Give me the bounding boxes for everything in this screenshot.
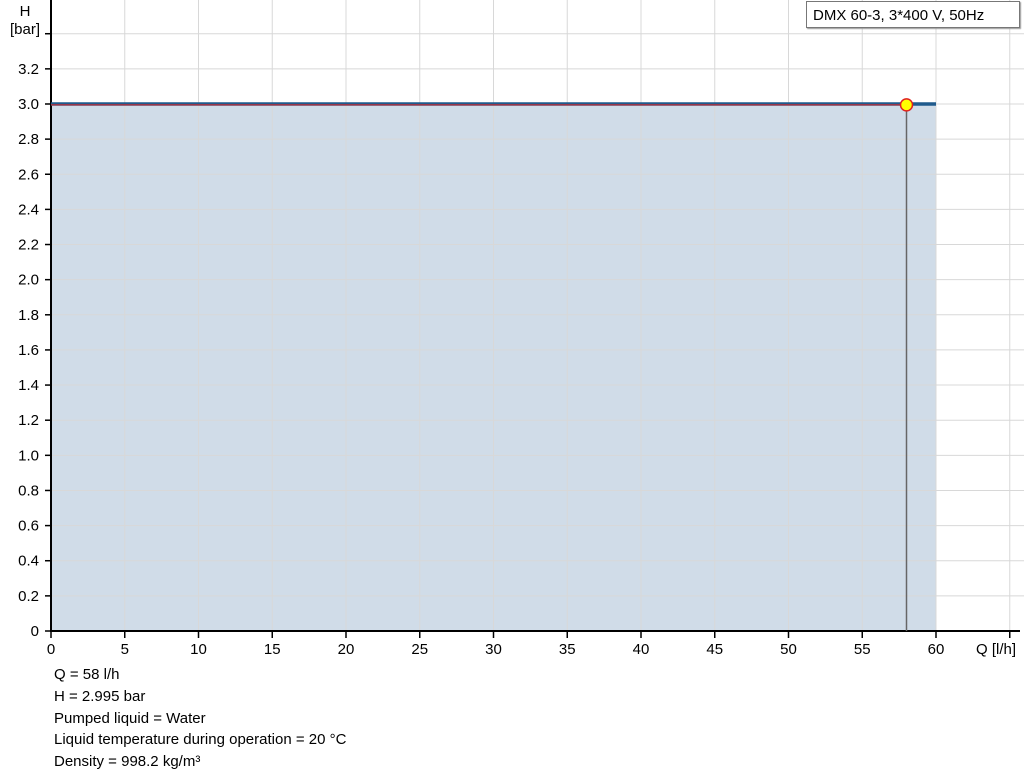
y-axis-unit: [bar] (10, 21, 40, 38)
pump-curve-chart: 0 5 10 15 20 25 30 35 40 45 50 55 60 Q [l/h] 0 0.2 0.4 0.… (10, 0, 1024, 658)
x-tick-label: 60 (928, 641, 945, 658)
x-tick-label: 15 (264, 641, 281, 658)
info-density: Density = 998.2 kg/m³ (54, 753, 201, 771)
info-temperature: Liquid temperature during operation = 20… (54, 731, 347, 749)
y-tick-label: 2.0 (18, 272, 39, 289)
y-tick-label: 2.6 (18, 166, 39, 183)
y-tick-label: 0.8 (18, 482, 39, 499)
legend-series-label: DMX 60-3, 3*400 V, 50Hz (813, 7, 985, 24)
x-axis-label: Q [l/h] (976, 641, 1016, 658)
x-tick-label: 0 (47, 641, 55, 658)
y-tick-label: 2.8 (18, 131, 39, 148)
y-tick-label: 0.4 (18, 553, 39, 570)
y-tick-label: 1.8 (18, 307, 39, 324)
operating-point-marker (899, 98, 914, 112)
info-flow: Q = 58 l/h (54, 666, 120, 683)
info-liquid: Pumped liquid = Water (54, 709, 206, 727)
y-tick-label: 2.4 (18, 201, 39, 218)
legend-box: DMX 60-3, 3*400 V, 50Hz (806, 1, 1020, 28)
y-tick-label: 2.2 (18, 237, 39, 254)
x-tick-label: 5 (121, 641, 129, 658)
y-tick-label: 3.2 (18, 61, 39, 78)
y-tick-label: 3.0 (18, 96, 39, 113)
x-tick-label: 45 (706, 641, 723, 658)
x-tick-label: 10 (190, 641, 207, 658)
y-tick-label: 0.6 (18, 518, 39, 535)
x-tick-label: 30 (485, 641, 502, 658)
x-tick-label: 55 (854, 641, 871, 658)
y-tick-label: 1.0 (18, 447, 39, 464)
y-tick-label: 1.6 (18, 342, 39, 359)
info-head: H = 2.995 bar (54, 687, 146, 705)
y-axis-label: H (20, 3, 31, 20)
y-tick-label: 0 (31, 623, 39, 640)
x-tick-label: 20 (338, 641, 355, 658)
y-tick-label: 1.2 (18, 412, 39, 429)
y-tick-label: 0.2 (18, 588, 39, 605)
x-tick-label: 25 (411, 641, 428, 658)
x-tick-label: 35 (559, 641, 576, 658)
operating-point-info: Q = 58 l/h H = 2.995 bar Pumped liquid =… (54, 664, 346, 773)
x-tick-label: 40 (633, 641, 650, 658)
x-tick-label: 50 (780, 641, 797, 658)
y-tick-label: 1.4 (18, 377, 39, 394)
